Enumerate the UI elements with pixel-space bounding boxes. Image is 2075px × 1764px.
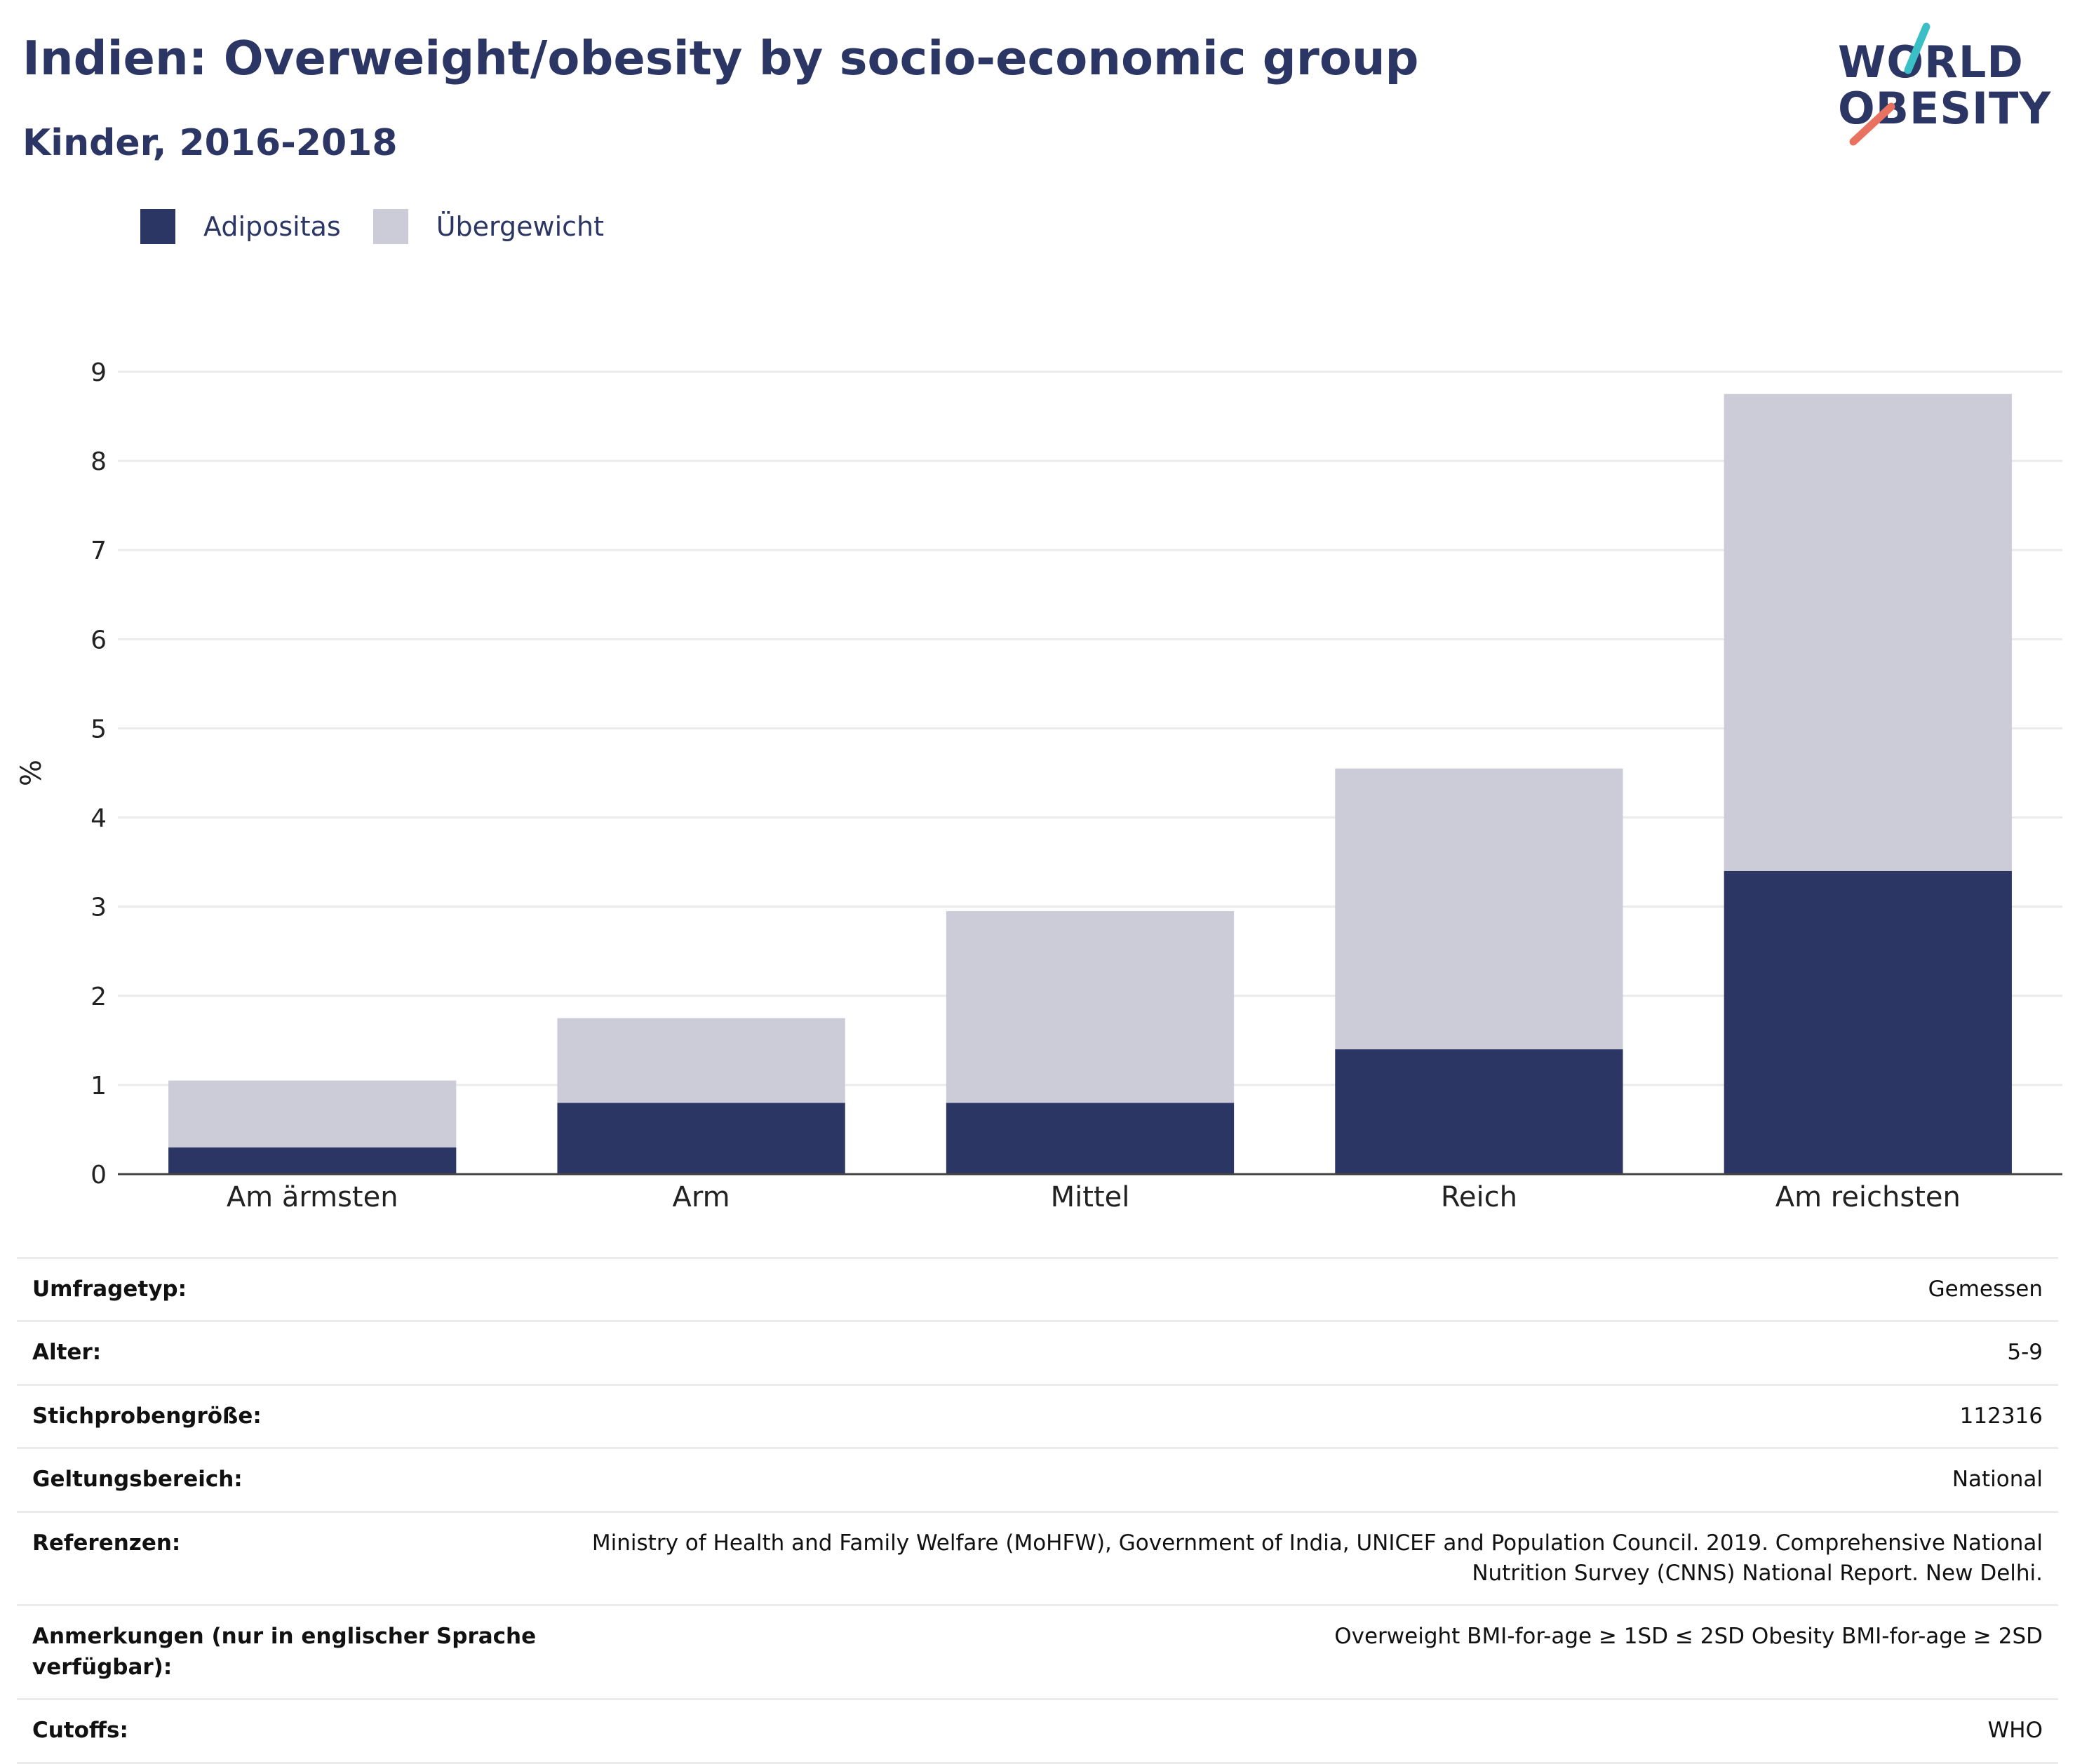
bar-adipositas[interactable]: [946, 1103, 1235, 1174]
legend-label-uebergewicht: Übergewicht: [436, 211, 604, 242]
legend-label-adipositas: Adipositas: [203, 211, 341, 242]
info-row: Anmerkungen (nur in englischer Sprache v…: [17, 1605, 2058, 1699]
info-value: National: [1952, 1467, 2043, 1493]
x-tick-label: Mittel: [1051, 1181, 1130, 1213]
chart-title: Indien: Overweight/obesity by socio-econ…: [22, 31, 1419, 86]
bars: [168, 393, 2012, 1174]
y-tick-label: 3: [90, 894, 107, 922]
info-value: Overweight BMI-for-age ≥ 1SD ≤ 2SD Obesi…: [1334, 1624, 2043, 1650]
info-row: Referenzen: Ministry of Health and Family…: [17, 1511, 2058, 1605]
y-tick-label: 1: [90, 1072, 107, 1100]
bar-uebergewicht[interactable]: [946, 911, 1235, 1103]
x-tick-label: Arm: [673, 1181, 730, 1213]
info-value: Gemessen: [1928, 1277, 2043, 1302]
x-tick-label: Am reichsten: [1775, 1181, 1961, 1213]
bar-adipositas[interactable]: [1335, 1049, 1623, 1174]
y-tick-label: 6: [90, 626, 107, 654]
bar-uebergewicht[interactable]: [1724, 393, 2012, 871]
info-row: Alter: 5-9: [17, 1321, 2058, 1385]
y-tick-label: 0: [90, 1161, 107, 1190]
bar-uebergewicht[interactable]: [168, 1080, 457, 1147]
x-axis-labels: Am ärmsten Arm Mittel Reich Am reichsten: [227, 1181, 1961, 1213]
y-tick-label: 4: [90, 804, 107, 833]
legend-item-adipositas[interactable]: Adipositas: [140, 209, 341, 244]
y-tick-label: 7: [90, 537, 107, 565]
bar-adipositas[interactable]: [168, 1147, 457, 1174]
info-key: Referenzen:: [32, 1530, 181, 1556]
info-row: Umfragetyp: Gemessen: [17, 1258, 2058, 1321]
info-value: Ministry of Health and Family Welfare (M…: [591, 1530, 2043, 1586]
legend-swatch-uebergewicht: [372, 209, 408, 244]
logo-slash-icon: [1849, 22, 1930, 146]
y-tick-label: 8: [90, 447, 107, 476]
legend-item-uebergewicht[interactable]: Übergewicht: [372, 209, 604, 244]
chart-legend: Adipositas Übergewicht: [140, 209, 636, 244]
bar-adipositas[interactable]: [557, 1103, 845, 1174]
info-key: Geltungsbereich:: [32, 1467, 243, 1493]
info-value: 5-9: [2007, 1340, 2043, 1366]
info-row: Geltungsbereich: National: [17, 1448, 2058, 1512]
info-key: Cutoffs:: [32, 1718, 128, 1744]
info-key: Alter:: [32, 1340, 102, 1366]
legend-swatch-adipositas: [140, 209, 175, 244]
logo-line-1: WORLD: [1838, 36, 2024, 88]
world-obesity-logo: WORLD OBESITY: [1824, 21, 2062, 147]
info-row: Cutoffs: WHO: [17, 1699, 2058, 1763]
info-key: Anmerkungen (nur in englischer Sprache v…: [32, 1624, 537, 1680]
y-axis-label: %: [15, 760, 48, 786]
survey-info-table: Umfragetyp: Gemessen Alter: 5-9 Stichprobeng…: [17, 1257, 2058, 1764]
info-row: Stichprobengröße: 112316: [17, 1385, 2058, 1448]
y-tick-label: 2: [90, 983, 107, 1011]
y-axis-ticks: 0 1 2 3 4 5 6 7 8 9: [90, 358, 107, 1190]
bar-uebergewicht[interactable]: [557, 1018, 845, 1103]
y-tick-label: 5: [90, 715, 107, 743]
chart-subtitle: Kinder, 2016-2018: [22, 122, 398, 164]
info-key: Stichprobengröße:: [32, 1403, 262, 1429]
info-value: 112316: [1959, 1403, 2043, 1429]
info-value: WHO: [1987, 1718, 2043, 1744]
info-key: Umfragetyp:: [32, 1277, 187, 1302]
bar-adipositas[interactable]: [1724, 870, 2012, 1174]
bar-uebergewicht[interactable]: [1335, 768, 1623, 1050]
x-tick-label: Reich: [1441, 1181, 1517, 1213]
y-tick-label: 9: [90, 358, 107, 387]
x-tick-label: Am ärmsten: [227, 1181, 398, 1213]
